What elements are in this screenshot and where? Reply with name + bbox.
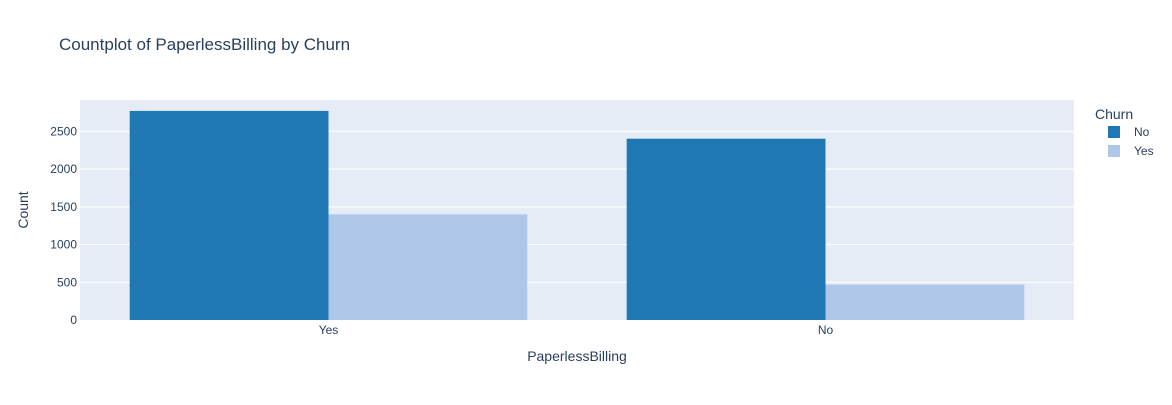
x-axis-ticks: Yes No: [319, 323, 834, 337]
bar-yes-churn-yes: [328, 214, 528, 320]
bars: [129, 110, 1025, 321]
legend-items: No Yes: [1108, 125, 1154, 158]
bar-yes-churn-no: [129, 110, 329, 321]
chart-title: Countplot of PaperlessBilling by Churn: [59, 35, 350, 54]
legend-label[interactable]: No: [1134, 125, 1150, 139]
legend-swatch[interactable]: [1108, 126, 1120, 138]
y-axis-title: Count: [15, 191, 31, 228]
y-tick-label: 500: [57, 275, 77, 289]
legend-swatch[interactable]: [1108, 145, 1120, 157]
bar-no-churn-yes: [825, 284, 1025, 320]
y-tick-label: 2500: [50, 124, 77, 138]
bar-no-churn-no: [626, 138, 826, 320]
x-tick-label: Yes: [319, 323, 339, 337]
legend: Churn No Yes: [1095, 106, 1154, 158]
x-tick-label: No: [818, 323, 834, 337]
legend-label[interactable]: Yes: [1134, 144, 1154, 158]
y-tick-label: 1500: [50, 200, 77, 214]
y-axis-ticks: 0 500 1000 1500 2000 2500: [50, 124, 77, 327]
x-axis-title: PaperlessBilling: [527, 348, 627, 364]
y-tick-label: 0: [70, 313, 77, 327]
y-tick-label: 1000: [50, 238, 77, 252]
legend-title: Churn: [1095, 106, 1133, 122]
y-tick-label: 2000: [50, 162, 77, 176]
